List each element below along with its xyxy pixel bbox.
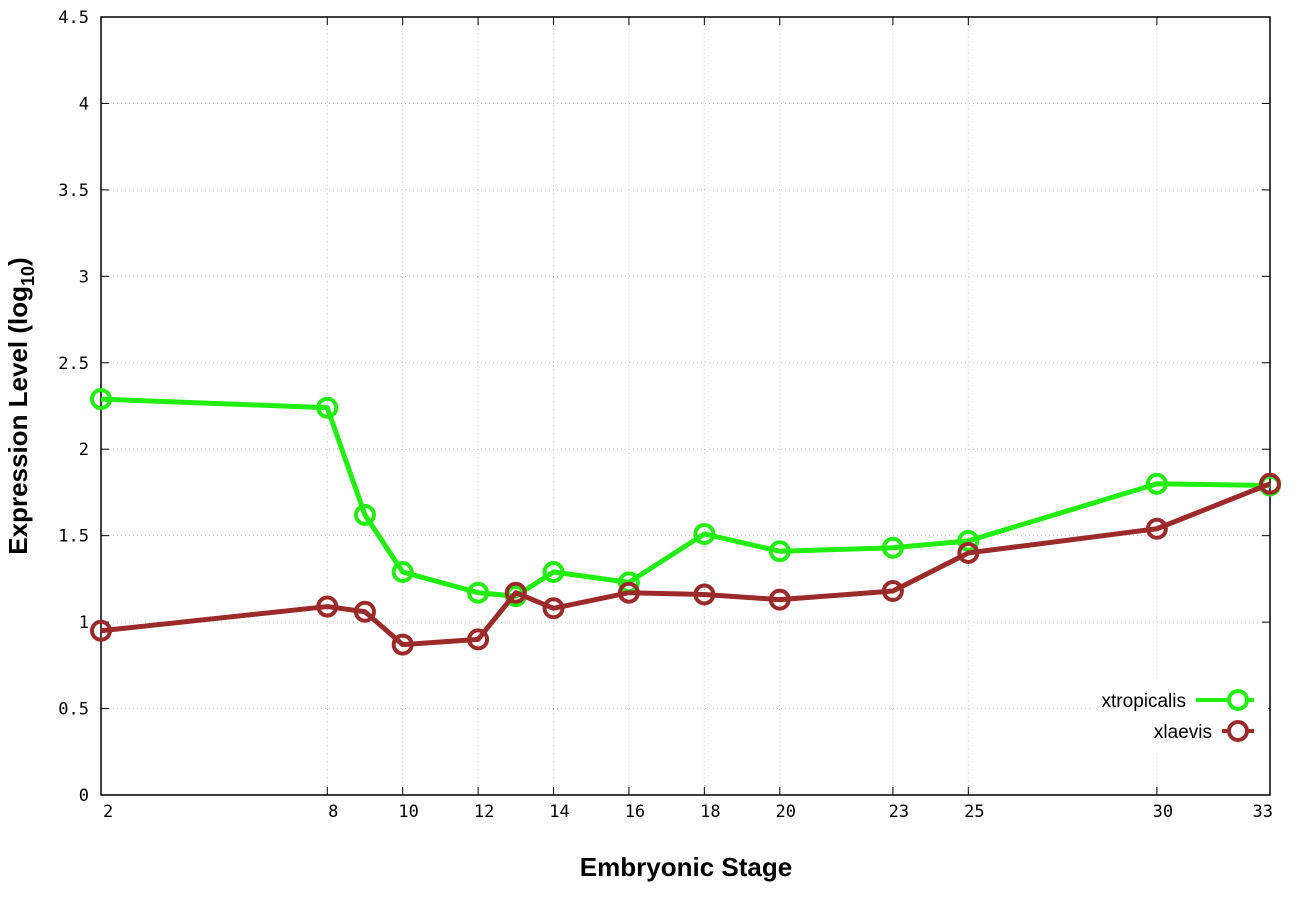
x-tick-label: 30	[1153, 802, 1173, 822]
data-point-xtropicalis	[693, 522, 716, 545]
y-axis-title: Expression Level (log10)	[3, 257, 38, 554]
legend-marker-xtropicalis	[1227, 689, 1249, 711]
data-point-xtropicalis	[90, 388, 112, 411]
x-tick-label: 2	[103, 802, 113, 822]
y-tick-label: 4.5	[58, 8, 89, 28]
x-tick-label: 14	[549, 802, 569, 822]
data-point-xtropicalis	[467, 581, 490, 604]
data-point-xlaevis	[504, 581, 527, 604]
data-point-xlaevis	[316, 595, 339, 618]
data-point-xtropicalis	[1145, 472, 1168, 495]
data-point-xlaevis	[391, 633, 414, 656]
data-point-xlaevis	[768, 588, 791, 611]
x-tick-label: 10	[398, 802, 418, 822]
y-axis-title-end: )	[3, 257, 33, 266]
data-point-xtropicalis	[391, 560, 414, 583]
y-axis-title-main: Expression Level (log	[3, 286, 33, 555]
y-tick-label: 4	[79, 94, 89, 114]
plot-frame	[100, 16, 1271, 796]
y-tick-label: 3	[79, 267, 89, 287]
grid	[101, 17, 1270, 795]
data-point-xtropicalis	[542, 560, 565, 583]
y-tick-label: 0.5	[58, 700, 89, 720]
y-tick-label: 3.5	[58, 181, 89, 201]
data-point-xlaevis	[90, 619, 112, 642]
data-point-xtropicalis	[353, 503, 376, 526]
legend-label-xlaevis: xlaevis	[1154, 722, 1212, 743]
x-tick-label: 18	[700, 802, 720, 822]
y-tick-label: 2.5	[58, 354, 89, 374]
legend-label-xtropicalis: xtropicalis	[1102, 691, 1186, 712]
data-point-xlaevis	[617, 581, 640, 604]
data-point-xtropicalis	[316, 396, 339, 419]
x-axis-title: Embryonic Stage	[580, 852, 792, 882]
x-tick-label: 33	[1253, 802, 1273, 822]
data-point-xlaevis	[1259, 472, 1281, 495]
y-tick-label: 1.5	[58, 527, 89, 547]
x-tick-label: 20	[776, 802, 796, 822]
data-point-xtropicalis	[881, 536, 904, 559]
x-tick-label: 12	[474, 802, 494, 822]
data-point-xlaevis	[467, 628, 490, 651]
legend-marker-xlaevis	[1227, 720, 1249, 742]
y-tick-label: 2	[79, 440, 89, 460]
data-point-xlaevis	[693, 583, 716, 606]
x-tick-label: 16	[625, 802, 645, 822]
legend: xtropicalis xlaevis	[1090, 680, 1268, 750]
y-axis-title-subscript: 10	[18, 266, 38, 286]
data-point-xlaevis	[1145, 517, 1168, 540]
x-tick-label: 25	[964, 802, 984, 822]
data-point-xlaevis	[542, 597, 565, 620]
series	[90, 388, 1281, 656]
data-point-xtropicalis	[957, 529, 980, 552]
x-tick-label: 8	[328, 802, 338, 822]
data-point-xlaevis	[957, 541, 980, 564]
ticks: 0 0.5 1 1.5 2 2.5 3 3.5 4 4.5 2 8 10 12 14 16 18 20 23 25 30…	[58, 8, 1273, 822]
y-tick-label: 0	[79, 786, 89, 806]
series-line-xtropicalis	[100, 396, 1271, 599]
x-tick-label: 23	[889, 802, 909, 822]
y-tick-label: 1	[79, 613, 89, 633]
data-point-xtropicalis	[768, 540, 791, 563]
data-point-xlaevis	[353, 600, 376, 623]
data-point-xlaevis	[881, 579, 904, 602]
series-line-xlaevis	[100, 481, 1271, 648]
